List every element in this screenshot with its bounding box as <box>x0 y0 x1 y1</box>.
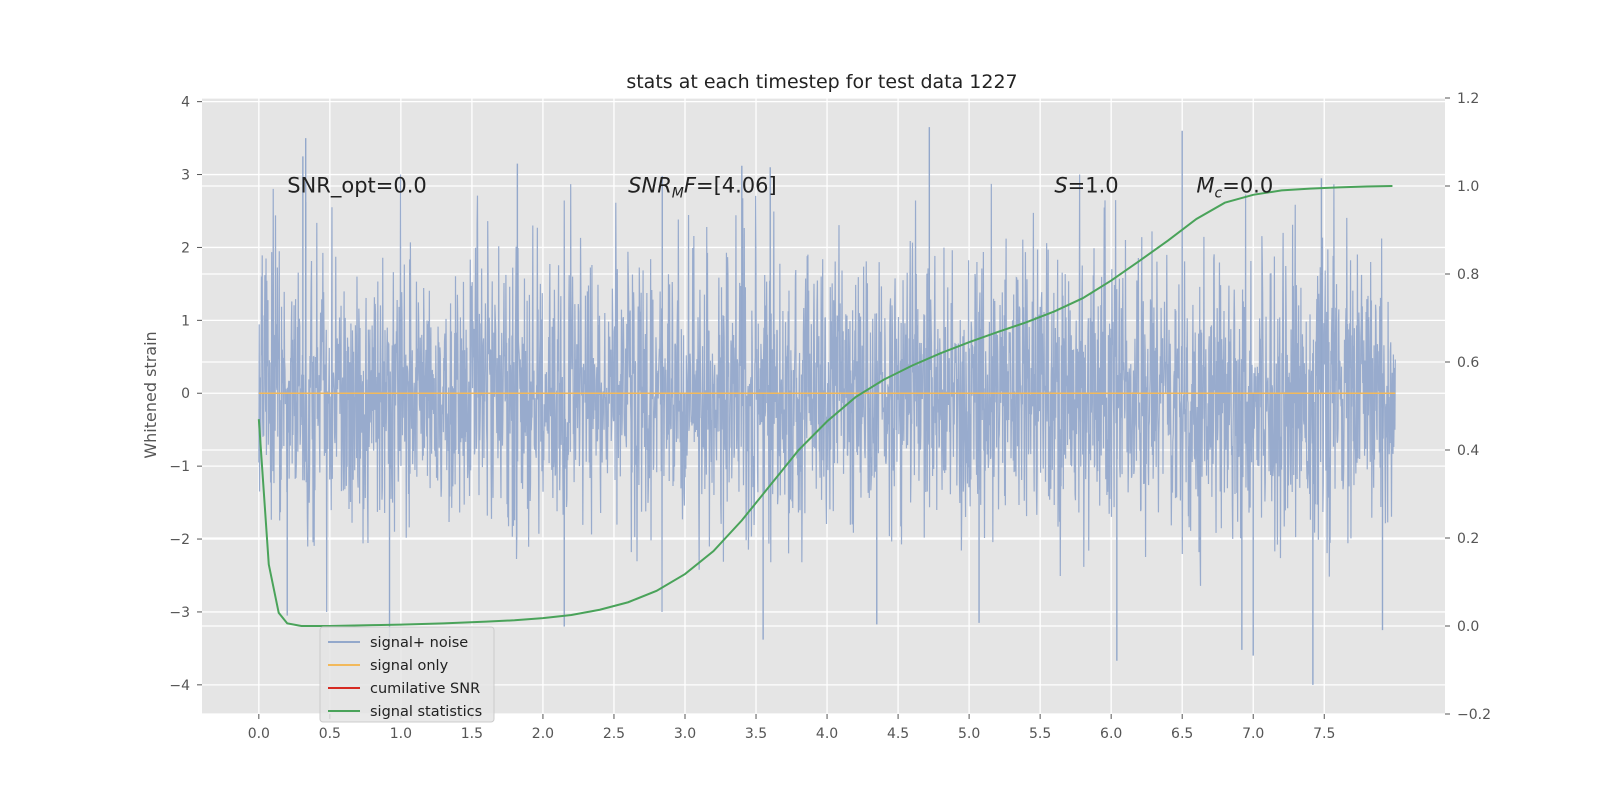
y-tick-label: −4 <box>169 678 190 694</box>
line-series <box>257 185 1396 627</box>
y-tick-label: 4 <box>181 95 190 111</box>
legend-label: cumilative SNR <box>370 681 480 697</box>
x-tick-label: 2.5 <box>603 726 625 742</box>
y2-tick-label: 0.0 <box>1457 619 1479 635</box>
x-tick-label: 4.5 <box>887 726 909 742</box>
left-axis-ticks: 4 3 2 1 0 −1 −2 −3 −4 <box>169 95 202 694</box>
annotation-symbol: S <box>1054 173 1067 197</box>
x-tick-label: 0.0 <box>248 726 270 742</box>
x-tick-label: 2.0 <box>532 726 554 742</box>
annotation-subscript: M <box>672 185 684 201</box>
x-tick-label: 6.5 <box>1171 726 1193 742</box>
legend-label: signal+ noise <box>370 635 468 651</box>
y-tick-label: 3 <box>181 168 190 184</box>
bottom-axis-ticks: 0.0 0.5 1.0 1.5 2.0 2.5 3.0 3.5 4.0 4.5 5.0 5.5 6.0 6… <box>248 714 1335 742</box>
y-tick-label: −2 <box>169 532 190 548</box>
y2-tick-label: 1.0 <box>1457 179 1479 195</box>
x-tick-label: 0.5 <box>319 726 341 742</box>
annotation-text: SNR_opt=0.0 <box>287 173 427 198</box>
annotation-2: S=1.0 <box>1054 173 1118 197</box>
y2-tick-label: 0.2 <box>1457 531 1479 547</box>
x-tick-label: 1.0 <box>390 726 412 742</box>
x-tick-label: 1.5 <box>461 726 483 742</box>
x-tick-label: 3.5 <box>745 726 767 742</box>
annotations: SNR_opt=0.0 SNRMF=[4.06] S=1.0 Mc=0.0 <box>287 173 1273 201</box>
annotation-subscript: c <box>1215 185 1223 201</box>
annotation-1: SNRMF=[4.06] <box>628 173 777 201</box>
x-tick-label: 4.0 <box>816 726 838 742</box>
y-tick-label: −3 <box>169 605 190 621</box>
y2-tick-label: 1.2 <box>1457 91 1479 107</box>
signal-statistics-line <box>257 185 1393 627</box>
annotation-symbol: SNR <box>628 173 672 197</box>
x-tick-label: 6.0 <box>1100 726 1122 742</box>
y-tick-label: 2 <box>181 240 190 256</box>
annotation-symbol: M <box>1196 173 1214 197</box>
y-tick-label: 0 <box>181 386 190 402</box>
legend-label: signal only <box>370 658 449 674</box>
x-tick-label: 7.5 <box>1313 726 1335 742</box>
legend-box <box>319 626 495 723</box>
y-tick-label: 1 <box>181 313 190 329</box>
annotation-3: Mc=0.0 <box>1196 173 1273 201</box>
chart-title: stats at each timestep for test data 122… <box>626 71 1017 93</box>
x-tick-label: 5.5 <box>1029 726 1051 742</box>
y-axis-label: Whitened strain <box>141 331 160 458</box>
y2-tick-label: 0.6 <box>1457 355 1479 371</box>
annotation-value: =0.0 <box>1222 173 1273 197</box>
x-tick-label: 7.0 <box>1242 726 1264 742</box>
x-tick-label: 3.0 <box>674 726 696 742</box>
annotation-symbol: F <box>684 173 697 197</box>
y2-tick-label: 0.8 <box>1457 267 1479 283</box>
annotation-0: SNR_opt=0.0 <box>287 173 427 198</box>
x-tick-label: 5.0 <box>958 726 980 742</box>
legend-label: signal statistics <box>370 704 482 720</box>
annotation-value: =1.0 <box>1068 173 1119 197</box>
y2-tick-label: −0.2 <box>1457 707 1491 723</box>
legend: signal+ noise signal only cumilative SNR si… <box>319 626 495 723</box>
annotation-value: =[4.06] <box>696 173 777 197</box>
y2-tick-label: 0.4 <box>1457 443 1479 459</box>
right-axis-ticks: 1.2 1.0 0.8 0.6 0.4 0.2 0.0 −0.2 <box>1445 91 1491 723</box>
y-tick-label: −1 <box>169 459 190 475</box>
